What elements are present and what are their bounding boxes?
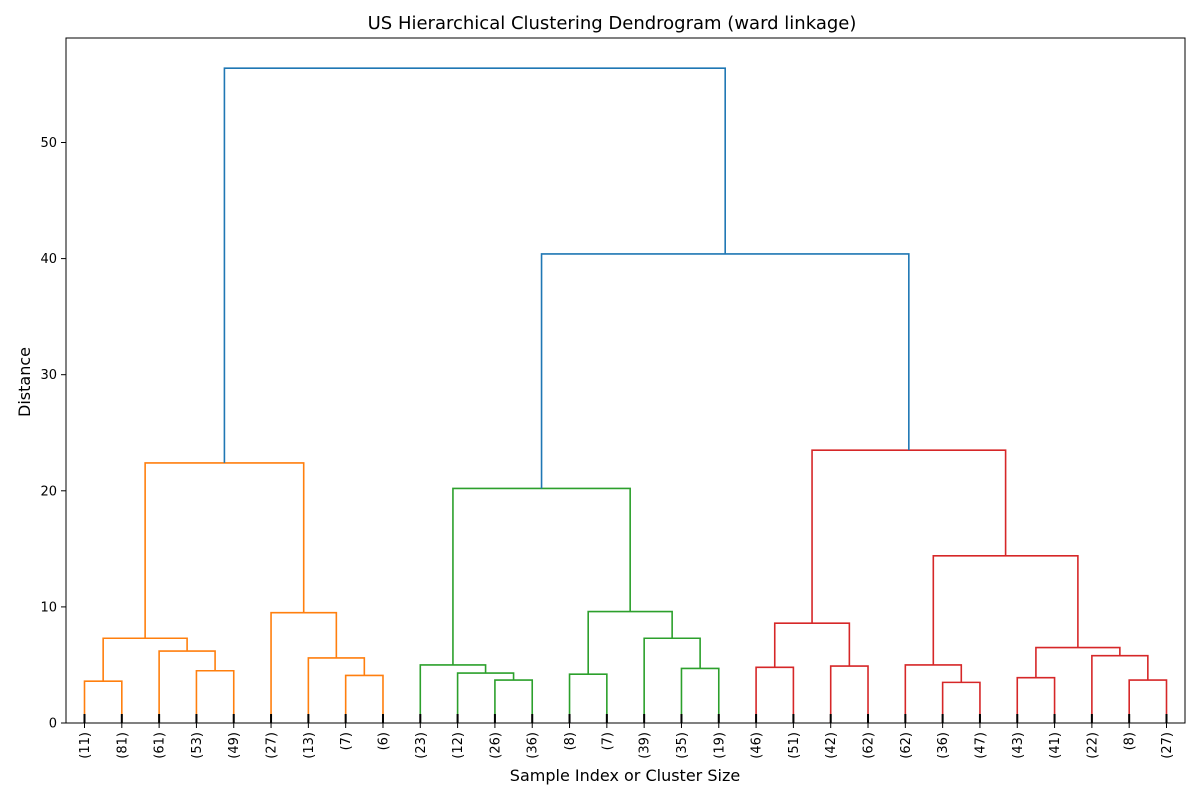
ytick-label-2: 20 <box>40 484 57 499</box>
link-14 <box>587 610 673 675</box>
link-15 <box>452 487 631 665</box>
link-25 <box>932 555 1079 665</box>
leaf-label-20: (42) <box>824 732 839 759</box>
link-26 <box>811 449 1007 624</box>
link-2 <box>158 650 216 723</box>
leaf-label-9: (23) <box>414 732 429 759</box>
link-0 <box>83 680 123 723</box>
leaf-label-16: (35) <box>675 732 690 759</box>
leaf-label-14: (7) <box>600 732 615 750</box>
link-8 <box>494 679 534 723</box>
link-24 <box>1035 646 1121 678</box>
leaf-label-21: (62) <box>862 732 877 759</box>
plot-frame <box>65 37 1186 724</box>
link-17 <box>829 665 869 723</box>
link-19 <box>941 681 981 723</box>
leaf-label-27: (22) <box>1085 732 1100 759</box>
leaf-label-8: (6) <box>376 732 391 750</box>
chart-title: US Hierarchical Clustering Dendrogram (w… <box>368 13 857 34</box>
leaf-label-28: (8) <box>1123 732 1138 750</box>
x-axis-ticks: (11) (81) (61) (53) (49) (27) (13) (7) (6) (23) (1… <box>78 723 1175 759</box>
leaf-label-19: (51) <box>787 732 802 759</box>
leaf-label-7: (7) <box>339 732 354 750</box>
link-12 <box>680 667 720 723</box>
link-28 <box>223 67 726 463</box>
link-21 <box>1016 676 1056 723</box>
leaf-label-6: (13) <box>302 732 317 759</box>
dendrogram-links <box>83 67 1168 723</box>
leaf-label-11: (26) <box>488 732 503 759</box>
link-6 <box>270 611 338 723</box>
link-11 <box>568 673 608 723</box>
leaf-label-4: (49) <box>227 732 242 759</box>
leaf-label-12: (36) <box>526 732 541 759</box>
leaf-label-10: (12) <box>451 732 466 759</box>
link-13 <box>643 637 701 723</box>
leaf-label-5: (27) <box>265 732 280 759</box>
link-22 <box>1128 679 1168 723</box>
y-axis-label: Distance <box>15 347 34 417</box>
link-4 <box>344 674 384 723</box>
leaf-label-29: (27) <box>1160 732 1175 759</box>
link-1 <box>195 669 235 723</box>
y-axis-ticks: 0 10 20 30 40 50 <box>40 136 66 732</box>
leaf-label-22: (62) <box>899 732 914 759</box>
ytick-label-5: 50 <box>40 136 57 151</box>
ytick-label-4: 40 <box>40 252 57 267</box>
leaf-label-1: (81) <box>115 732 130 759</box>
leaf-label-24: (47) <box>973 732 988 759</box>
link-16 <box>755 666 795 723</box>
leaf-label-3: (53) <box>190 732 205 759</box>
ytick-label-0: 0 <box>49 717 57 732</box>
link-18 <box>773 622 851 668</box>
link-5 <box>307 657 366 723</box>
leaf-marks <box>83 714 1168 723</box>
leaf-label-26: (41) <box>1048 732 1063 759</box>
ytick-label-3: 30 <box>40 368 57 383</box>
leaf-label-15: (39) <box>638 732 653 759</box>
ytick-label-1: 10 <box>40 600 57 615</box>
leaf-label-13: (8) <box>563 732 578 750</box>
link-20 <box>904 664 963 723</box>
link-23 <box>1091 654 1149 723</box>
x-axis-label: Sample Index or Cluster Size <box>510 766 740 785</box>
leaf-label-25: (43) <box>1011 732 1026 759</box>
link-3 <box>102 637 188 682</box>
leaf-label-2: (61) <box>153 732 168 759</box>
leaf-label-0: (11) <box>78 732 93 759</box>
leaf-label-23: (36) <box>936 732 951 759</box>
leaf-label-18: (46) <box>750 732 765 759</box>
link-27 <box>540 253 910 489</box>
leaf-label-17: (19) <box>712 732 727 759</box>
